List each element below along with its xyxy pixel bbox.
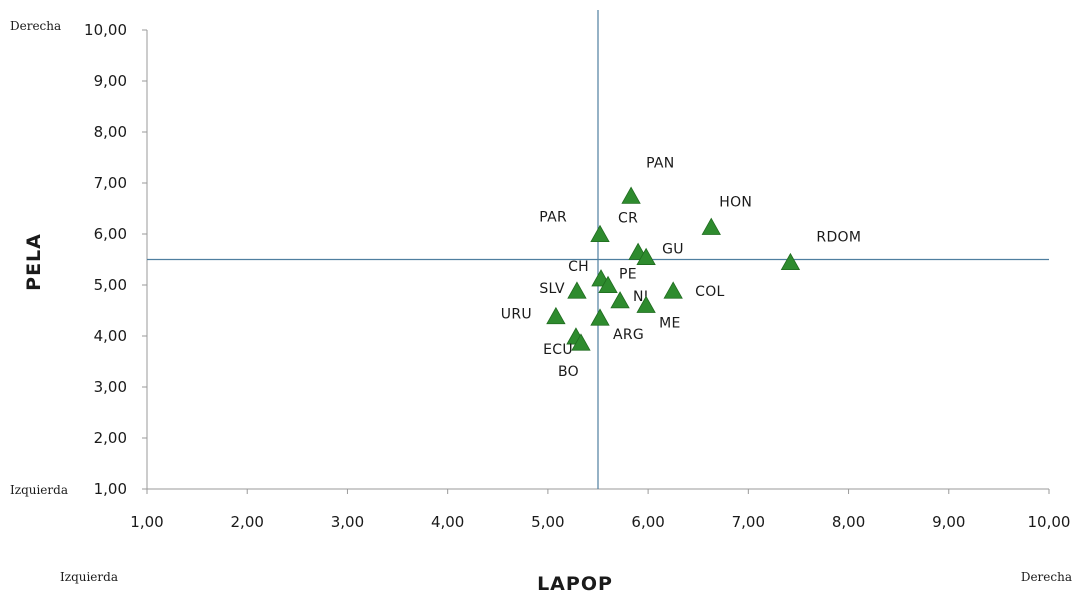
y-tick-label: 5,00: [94, 276, 127, 294]
x-tick-label: 3,00: [331, 513, 364, 531]
data-point-bo: [571, 333, 591, 351]
y-tick-label: 7,00: [94, 174, 127, 192]
x-tick-label: 10,00: [1028, 513, 1071, 531]
x-tick-label: 4,00: [431, 513, 464, 531]
x-tick-label: 6,00: [631, 513, 664, 531]
point-label-ch: CH: [568, 259, 589, 275]
point-label-me: ME: [659, 315, 681, 331]
x-axis-left-label: Izquierda: [60, 570, 118, 584]
point-label-par: PAR: [539, 210, 567, 226]
y-axis-bottom-label: Izquierda: [10, 483, 68, 497]
data-point-uru: [546, 306, 566, 325]
x-tick-label: 1,00: [130, 513, 163, 531]
data-point-pe: [598, 275, 618, 294]
point-label-rdom: RDOM: [816, 230, 861, 246]
data-point-ni: [610, 291, 630, 309]
data-point-pan: [621, 186, 641, 204]
x-tick-label: 9,00: [932, 513, 965, 531]
y-tick-label: 10,00: [84, 21, 127, 39]
x-tick-label: 7,00: [732, 513, 765, 531]
x-axis-right-label: Derecha: [1021, 570, 1072, 584]
point-label-uru: URU: [501, 307, 532, 323]
data-point-col: [663, 281, 683, 299]
reference-lines: [147, 10, 1049, 489]
point-label-pan: PAN: [646, 155, 675, 171]
y-tick-label: 1,00: [94, 480, 127, 498]
point-label-pe: PE: [619, 267, 637, 283]
data-point-arg: [590, 308, 610, 326]
x-tick-label: 2,00: [231, 513, 264, 531]
y-tick-label: 9,00: [94, 72, 127, 90]
data-point-gu: [636, 247, 656, 265]
point-label-slv: SLV: [539, 281, 565, 297]
point-label-arg: ARG: [613, 327, 644, 343]
data-point-hon: [701, 217, 721, 235]
point-label-ecu: ECU: [543, 342, 573, 358]
x-tick-label: 8,00: [832, 513, 865, 531]
y-tick-label: 6,00: [94, 225, 127, 243]
y-tick-label: 8,00: [94, 123, 127, 141]
x-tick-label: 5,00: [531, 513, 564, 531]
data-point-me: [636, 295, 656, 313]
x-axis-title: LAPOP: [537, 573, 613, 595]
point-label-hon: HON: [719, 194, 752, 210]
data-point-par: [590, 224, 610, 243]
point-label-col: COL: [695, 284, 725, 300]
y-axis-title: PELA: [23, 233, 45, 291]
point-label-cr: CR: [618, 210, 638, 226]
axes: [142, 29, 1050, 494]
point-label-bo: BO: [558, 364, 579, 380]
y-axis-top-label: Derecha: [10, 19, 61, 33]
y-tick-label: 4,00: [94, 327, 127, 345]
point-label-gu: GU: [662, 241, 684, 257]
data-point-rdom: [780, 252, 801, 271]
y-tick-label: 3,00: [94, 378, 127, 396]
tick-labels: 1,00 2,00 3,00 4,00 5,00 6,00 7,00 8,00 9,00 10,0…: [84, 21, 1070, 531]
y-tick-label: 2,00: [94, 429, 127, 447]
data-point-slv: [567, 281, 587, 299]
